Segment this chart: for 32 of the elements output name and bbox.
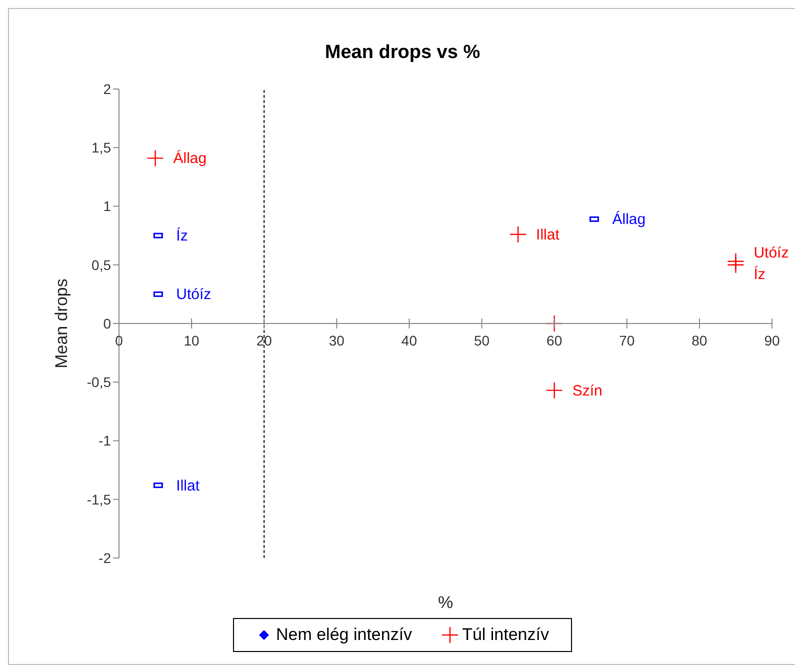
x-tick-label: 70 <box>619 332 635 348</box>
y-tick-label: 1 <box>103 198 112 214</box>
annotation: Íz <box>176 226 188 245</box>
y-tick-label: 2 <box>103 80 112 97</box>
annotation: Állag <box>173 149 207 168</box>
x-tick-label: 10 <box>184 332 200 348</box>
y-axis-title: Mean drops <box>52 278 71 368</box>
y-tick-label: -1 <box>98 432 112 449</box>
x-axis-title: % <box>438 593 454 612</box>
annotation: Utóíz <box>754 244 789 262</box>
chart-title: Mean drops vs % <box>324 42 482 64</box>
y-tick-label: 1,5 <box>92 140 112 156</box>
y-tick-label: -2 <box>98 550 112 566</box>
legend-label: Nem elég intenzív <box>276 625 412 645</box>
x-tick-label: 80 <box>692 332 708 348</box>
annotation: Íz <box>754 264 766 283</box>
y-tick-label: -1,5 <box>86 491 112 508</box>
x-tick-label: 90 <box>764 332 780 348</box>
annotation: Utóíz <box>176 286 212 304</box>
x-tick-label: 30 <box>328 332 345 348</box>
x-tick-label: 50 <box>474 332 490 348</box>
annotation: Illat <box>176 477 200 494</box>
annotation: Állag <box>612 210 646 228</box>
y-tick-label: 0 <box>103 315 112 332</box>
x-tick-label: 20 <box>256 332 272 348</box>
y-tick-label: -0,5 <box>86 374 112 390</box>
x-tick-label: 40 <box>401 332 418 348</box>
annotation: Szín <box>572 382 602 400</box>
legend-label: Túl intenzív <box>462 625 549 645</box>
annotation: Illat <box>536 226 560 244</box>
y-tick-label: 0,5 <box>92 256 112 273</box>
x-tick-label: 60 <box>546 332 562 348</box>
